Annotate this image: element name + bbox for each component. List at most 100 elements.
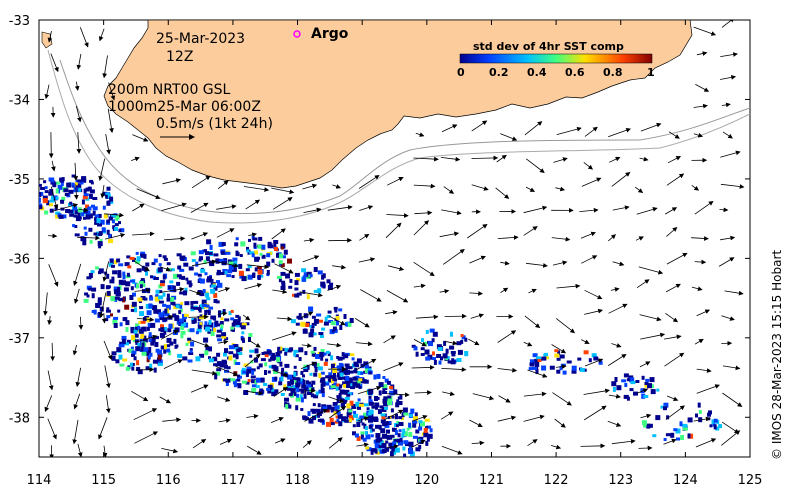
current-vector [720,52,738,57]
sst-pixel [114,260,118,265]
sst-pixel [278,381,283,386]
sst-pixel [363,361,369,367]
sst-pixel [243,390,249,395]
sst-pixel [60,182,64,186]
sst-pixel [133,356,137,361]
sst-pixel [108,200,114,204]
sst-pixel [197,290,202,295]
current-vector [415,314,439,320]
sst-pixel [233,344,239,348]
current-vector [303,207,322,213]
sst-pixel [695,413,698,418]
sst-pixel [154,318,160,323]
sst-pixel [99,306,104,312]
sst-pixel [69,213,75,217]
sst-pixel [221,332,227,337]
sst-pixel [111,264,115,268]
sst-pixel [374,402,380,408]
current-vector [159,396,171,404]
sst-pixel [138,280,144,284]
sst-pixel [140,278,145,283]
current-vector [188,314,209,320]
sst-pixel [311,315,316,319]
current-vector [160,329,179,340]
current-vector [721,430,741,446]
sst-pixel [251,253,255,258]
sst-pixel [357,383,361,387]
sst-pixel [378,409,382,415]
sst-pixel [149,352,153,357]
sst-pixel [348,370,354,374]
sst-pixel [224,348,228,354]
sst-pixel [106,315,111,319]
current-vector [47,370,54,391]
sst-pixel [337,372,341,378]
current-vector [136,188,161,200]
sst-pixel [294,280,299,286]
current-vector [43,292,48,316]
current-vector [50,342,55,362]
current-vector [497,330,517,343]
current-vector [639,314,662,322]
sst-pixel [331,375,337,379]
sst-pixel [380,428,386,434]
current-vector [668,131,680,139]
sst-pixel [213,327,217,332]
sst-pixel [324,316,328,322]
current-vector [218,418,231,423]
sst-pixel [327,285,333,290]
current-vector [498,395,511,403]
sst-pixel [49,203,53,207]
sst-pixel [241,276,247,282]
sst-pixel [131,301,137,307]
sst-pixel [61,196,66,201]
sst-pixel [77,179,83,183]
current-vector [719,207,729,213]
sst-pixel [243,363,249,367]
sst-pixel [73,187,78,193]
current-vector [696,51,708,56]
sst-pixel [150,275,153,279]
sst-pixel [257,244,263,249]
sst-pixel [172,313,177,318]
sst-pixel [371,428,375,432]
sst-pixel [352,381,358,387]
sst-pixel [356,436,361,441]
sst-pixel [239,254,243,257]
sst-pixel [423,432,429,438]
sst-pixel [670,432,675,438]
current-vector [612,205,630,211]
sst-pixel [195,356,201,362]
sst-pixel [427,433,433,439]
sst-pixel [261,352,265,355]
sst-pixel [320,281,326,287]
sst-pixel [39,205,43,210]
sst-pixel [554,353,560,358]
sst-pixel [408,450,414,454]
sst-pixel [151,337,156,343]
sst-pixel [287,374,293,380]
sst-pixel [184,322,189,328]
sst-pixel [375,451,380,455]
sst-pixel [342,401,347,404]
sst-pixel [312,416,316,421]
sst-pixel [138,320,142,324]
sst-pixel [256,366,260,370]
sst-pixel [225,251,231,255]
sst-pixel [529,359,535,365]
current-vector [50,53,59,73]
current-vector [720,183,745,189]
current-vector [440,411,454,420]
sst-pixel [641,375,645,380]
current-vector [581,255,598,264]
sst-pixel [89,239,93,244]
sst-pixel [217,338,223,342]
sst-pixel [263,351,268,355]
current-vector [550,444,562,450]
current-vector [271,228,286,240]
current-vector [132,231,155,237]
sst-pixel [644,383,650,388]
sst-pixel [214,375,218,380]
sst-pixel [363,412,368,417]
sst-pixel [102,205,106,210]
